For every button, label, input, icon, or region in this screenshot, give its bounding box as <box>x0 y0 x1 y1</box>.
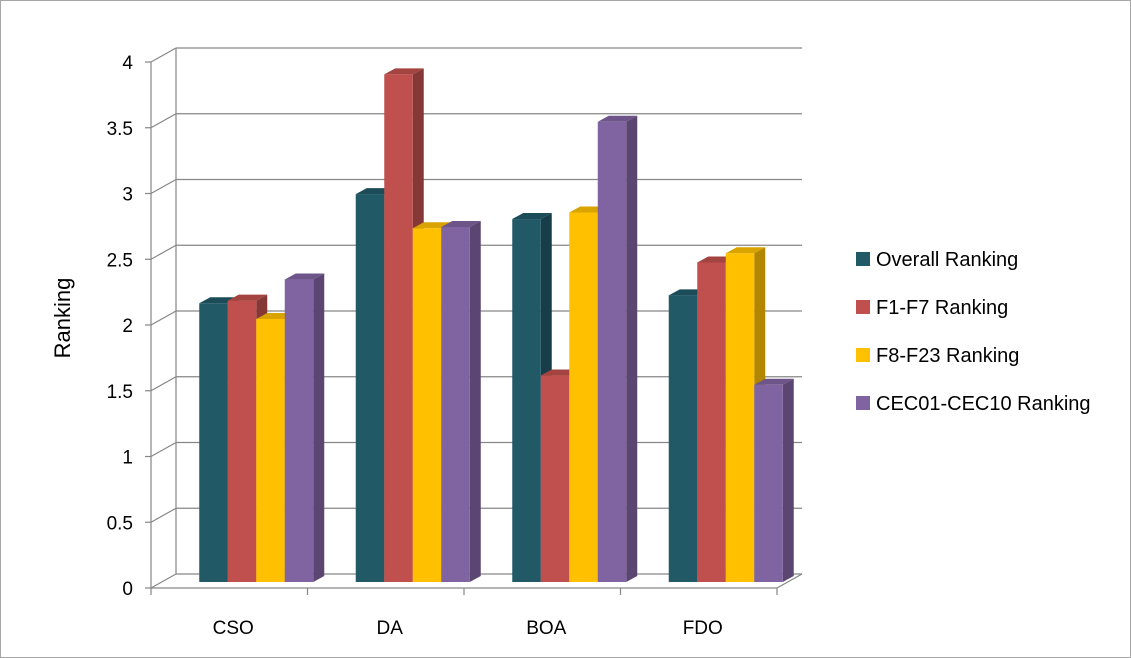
bar-fdo-series-4 <box>754 378 794 582</box>
gridline-diagonal <box>150 573 177 589</box>
bar-top <box>512 213 552 220</box>
gridline-diagonal <box>150 441 177 458</box>
floor-right-edge <box>776 573 803 589</box>
bar-top <box>597 115 638 122</box>
legend-swatch <box>856 300 870 314</box>
bar-front <box>597 121 627 582</box>
y-tick-label: 0.5 <box>107 513 133 534</box>
y-tick-label: 2 <box>122 316 133 337</box>
bar-side <box>469 220 481 582</box>
bar-front <box>284 279 314 582</box>
bar-top <box>725 247 766 254</box>
y-tick-label: 1 <box>122 448 133 469</box>
y-tick-label: 3 <box>122 185 133 206</box>
y-tick-label: 2.5 <box>107 250 133 271</box>
bar-top <box>227 294 268 301</box>
gridline-diagonal <box>150 178 177 195</box>
legend-entry-4: CEC01-CEC10 Ranking <box>856 393 1091 415</box>
legend-entry-3: F8-F23 Ranking <box>856 345 1019 367</box>
legend-entry-2: F1-F7 Ranking <box>856 297 1008 319</box>
legend-swatch <box>856 396 870 410</box>
x-tick-label: DA <box>377 618 404 639</box>
bar-top <box>754 378 794 385</box>
bar-boa-series-4 <box>597 115 638 582</box>
legend-entry-1: Overall Ranking <box>856 249 1018 271</box>
gridline-diagonal <box>150 113 177 129</box>
gridline-diagonal <box>150 507 177 523</box>
x-tick-label: FDO <box>683 618 723 639</box>
y-tick-label: 4 <box>122 53 133 74</box>
gridline-diagonal <box>150 310 177 326</box>
legend-swatch <box>856 348 870 362</box>
y-axis-title: Ranking <box>50 278 75 359</box>
bar-side <box>782 378 794 582</box>
x-tick-label: BOA <box>526 618 566 639</box>
bar-front <box>697 262 726 582</box>
bar-front <box>384 74 413 582</box>
bar-front <box>355 194 385 582</box>
bar-front <box>441 226 470 582</box>
y-tick-label: 3.5 <box>107 119 133 140</box>
axes <box>145 61 778 595</box>
legend: Overall Ranking F1-F7 Ranking F8-F23 Ranki… <box>856 249 1091 415</box>
bar-top <box>441 220 481 227</box>
legend-swatch <box>856 252 870 266</box>
y-tick-label: 0 <box>122 579 133 600</box>
legend-label: CEC01-CEC10 Ranking <box>876 393 1091 415</box>
legend-label: F8-F23 Ranking <box>876 345 1019 367</box>
bar-front <box>569 212 598 583</box>
bar-side <box>626 115 638 582</box>
bars <box>199 68 794 583</box>
bar-front <box>540 375 570 582</box>
bar-cso-series-4 <box>284 273 325 582</box>
x-tick-label: CSO <box>213 618 254 639</box>
bar-front <box>199 303 228 582</box>
bar-front <box>227 300 257 582</box>
bar-top <box>384 68 424 75</box>
bar-front <box>668 295 698 582</box>
tick-labels: 0 0.5 1 1.5 2 2.5 3 3.5 4 CSO DA BOA FDO <box>107 53 723 639</box>
bar-front <box>512 219 541 582</box>
bar-side <box>313 273 325 582</box>
bar-da-series-4 <box>441 220 481 582</box>
gridline-diagonal <box>150 47 177 63</box>
bar-front <box>725 253 755 582</box>
legend-label: F1-F7 Ranking <box>876 297 1008 319</box>
bar-front <box>412 228 442 582</box>
bar-front <box>256 319 285 582</box>
gridline-diagonal <box>150 244 177 260</box>
legend-label: Overall Ranking <box>876 249 1018 271</box>
gridline-diagonal <box>150 376 177 392</box>
bar-top <box>284 273 325 280</box>
y-tick-label: 1.5 <box>107 382 133 403</box>
bar-front <box>754 384 783 582</box>
